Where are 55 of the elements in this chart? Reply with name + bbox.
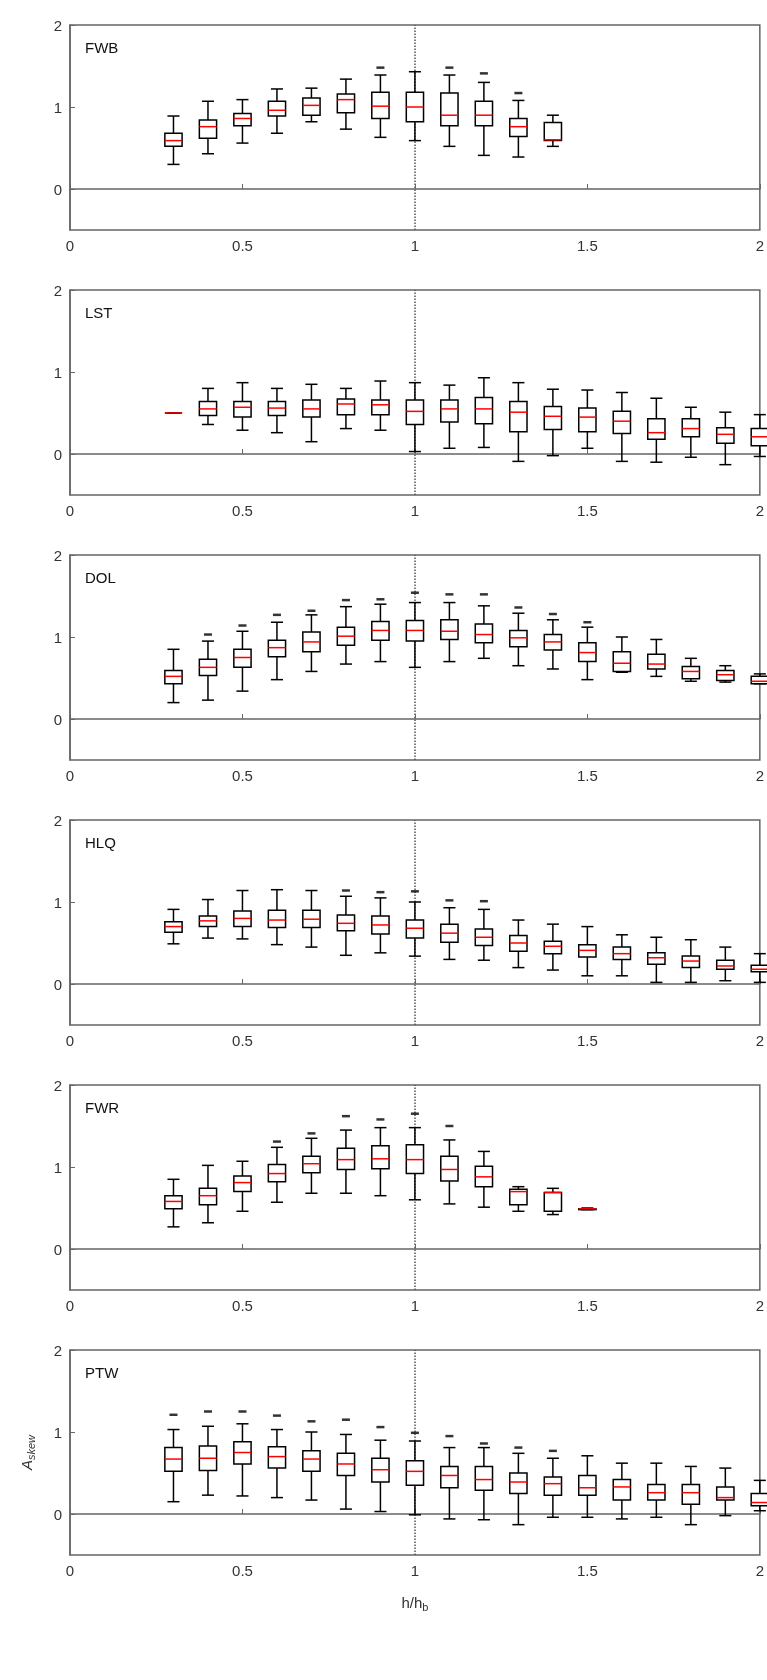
y-tick-label: 1 <box>53 1423 62 1441</box>
y-tick-label: 0 <box>53 445 62 463</box>
x-tick-label: 1.5 <box>576 1297 598 1314</box>
x-tick-label: 2 <box>755 1562 764 1579</box>
x-tick-label: 1 <box>410 502 420 519</box>
y-tick-label: 2 <box>53 546 62 564</box>
x-tick-label: 1.5 <box>576 502 598 519</box>
y-tick-label: 2 <box>53 1076 62 1094</box>
x-tick-label: 1 <box>410 1562 420 1579</box>
x-tick-label: 1 <box>410 237 420 254</box>
x-tick-label: 0.5 <box>232 237 253 254</box>
y-tick-label: 2 <box>53 281 62 299</box>
y-tick-label: 1 <box>53 893 62 911</box>
x-tick-label: 1.5 <box>576 1032 598 1049</box>
x-tick-label: 2 <box>755 237 764 254</box>
y-tick-label: 2 <box>53 811 62 829</box>
x-tick-label: 0 <box>65 1032 75 1049</box>
text: DOL <box>85 569 116 586</box>
x-tick-label: 2 <box>755 502 764 519</box>
x-tick-label: 0.5 <box>232 1032 253 1049</box>
y-tick-label: 1 <box>53 628 62 646</box>
x-tick-label: 0 <box>65 1297 75 1314</box>
y-axis-title: Askew <box>18 1433 37 1472</box>
y-tick-label: 2 <box>53 1341 62 1359</box>
y-tick-label: 0 <box>53 180 62 198</box>
x-tick-label: 1 <box>410 1297 420 1314</box>
x-tick-label: 0.5 <box>232 767 253 784</box>
x-tick-label: 1 <box>410 767 420 784</box>
text: HLQ <box>85 834 116 851</box>
x-tick-label: 0.5 <box>232 502 253 519</box>
y-tick-label: 0 <box>53 1240 62 1258</box>
x-tick-label: 2 <box>755 1032 764 1049</box>
y-tick-label: 1 <box>53 1158 62 1176</box>
text: LST <box>85 304 113 321</box>
x-tick-label: 0.5 <box>232 1562 253 1579</box>
x-tick-label: 2 <box>755 1297 764 1314</box>
x-tick-label: 1.5 <box>576 237 598 254</box>
text: FWR <box>85 1099 120 1116</box>
y-tick-label: 1 <box>53 363 62 381</box>
text: PTW <box>85 1364 120 1381</box>
x-tick-label: 0 <box>65 1562 75 1579</box>
y-tick-label: 0 <box>53 975 62 993</box>
x-tick-label: 0 <box>65 502 75 519</box>
x-tick-label: 1 <box>410 1032 420 1049</box>
x-tick-label: 1.5 <box>576 1562 598 1579</box>
text: FWB <box>85 39 119 56</box>
x-tick-label: 1.5 <box>576 767 598 784</box>
x-tick-label: 0.5 <box>232 1297 253 1314</box>
x-tick-label: 0 <box>65 237 75 254</box>
y-tick-label: 1 <box>53 98 62 116</box>
y-tick-label: 0 <box>53 1505 62 1523</box>
x-tick-label: 0 <box>65 767 75 784</box>
x-tick-label: 2 <box>755 767 764 784</box>
y-tick-label: 0 <box>53 710 62 728</box>
y-tick-label: 2 <box>53 16 62 34</box>
